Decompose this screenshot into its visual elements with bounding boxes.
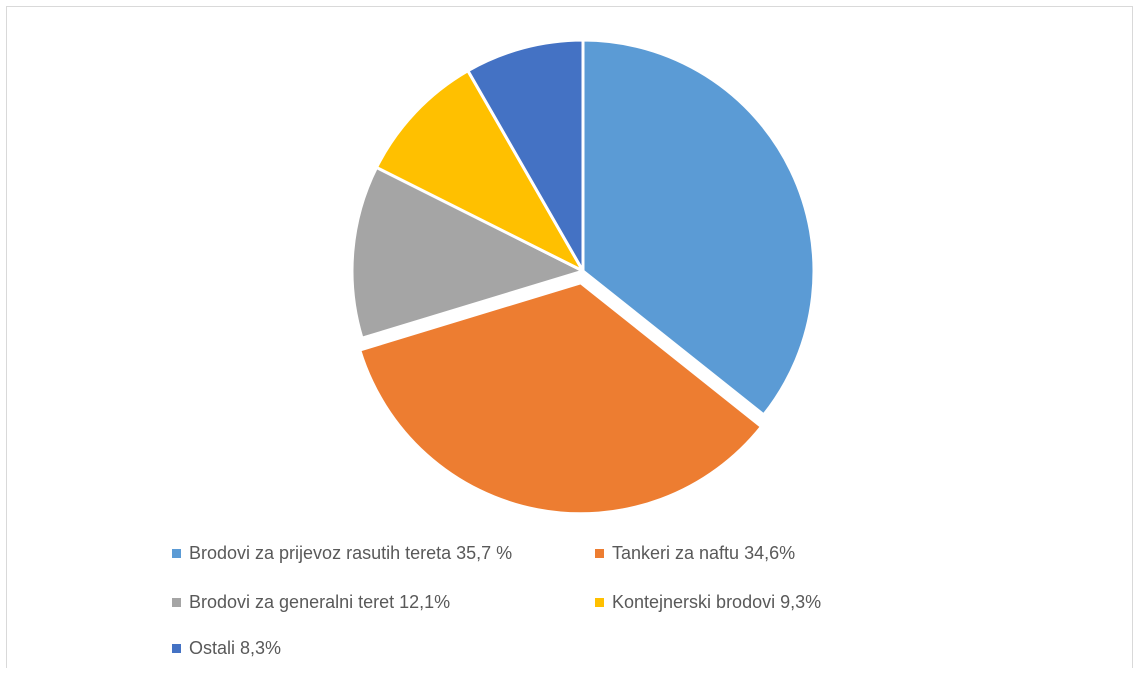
legend-label-container-ships: Kontejnerski brodovi 9,3% [612, 592, 822, 612]
pie-slice-other [466, 38, 585, 273]
legend-item-general-cargo: Brodovi za generalni teret 12,1% [172, 592, 450, 613]
legend-swatch-bulk-carriers [172, 549, 181, 558]
pie-slice-oil-tankers [358, 281, 763, 516]
legend-swatch-container-ships [595, 598, 604, 607]
pie-slice-general-cargo [350, 165, 585, 340]
pie-slice-container-ships [375, 69, 585, 273]
legend-item-oil-tankers: Tankeri za naftu 34,6% [595, 543, 795, 564]
legend-label-bulk-carriers: Brodovi za prijevoz rasutih tereta 35,7 … [189, 543, 513, 563]
legend-swatch-oil-tankers [595, 549, 604, 558]
legend-label-oil-tankers: Tankeri za naftu 34,6% [612, 543, 796, 563]
legend-item-other: Ostali 8,3% [172, 638, 281, 659]
pie-slice-bulk-carriers [581, 38, 816, 417]
legend-item-container-ships: Kontejnerski brodovi 9,3% [595, 592, 821, 613]
legend-swatch-general-cargo [172, 598, 181, 607]
legend-item-bulk-carriers: Brodovi za prijevoz rasutih tereta 35,7 … [172, 543, 512, 564]
legend-label-general-cargo: Brodovi za generalni teret 12,1% [189, 592, 451, 612]
legend-label-other: Ostali 8,3% [189, 638, 282, 658]
legend-swatch-other [172, 644, 181, 653]
